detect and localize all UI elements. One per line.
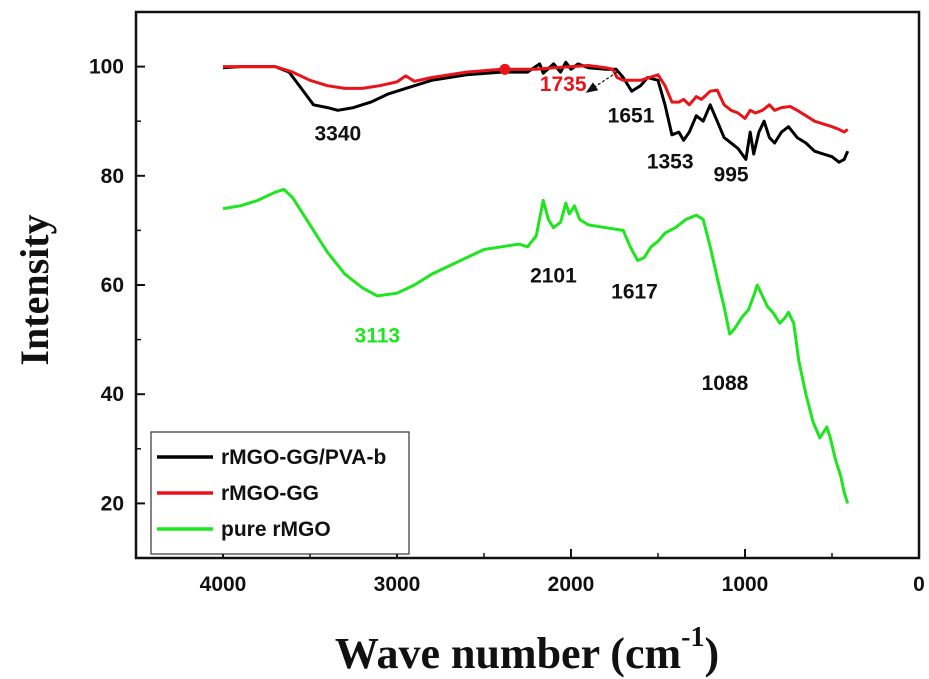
- y-tick-label: 100: [89, 56, 124, 79]
- x-tick-label: 2000: [548, 573, 595, 596]
- peak-label: 1735: [540, 73, 587, 96]
- peak-label: 1617: [611, 281, 658, 304]
- annotation-layer: 3340 1735 1651 1353 995 2101 1617 3113 1088: [314, 63, 749, 395]
- x-axis-title-main: Wave number (cm: [335, 629, 681, 678]
- x-tick-label: 4000: [200, 573, 247, 596]
- peak-label: 3340: [314, 122, 361, 145]
- peak-label: 995: [714, 163, 749, 186]
- legend-label: rMGO-GG: [221, 482, 319, 505]
- x-axis-title-close: ): [704, 629, 719, 678]
- x-tick-label: 1000: [722, 573, 769, 596]
- legend-label: rMGO-GG/PVA-b: [221, 446, 386, 469]
- x-tick-label: 3000: [374, 573, 421, 596]
- y-tick-label: 40: [101, 383, 124, 406]
- peak-label: 3113: [355, 324, 401, 347]
- y-axis-title: Intensity: [12, 214, 57, 365]
- series-layer: [222, 60, 850, 504]
- x-tick-label: 0: [913, 573, 925, 596]
- x-axis-title-sup: -1: [681, 622, 704, 653]
- ticks-layer: 4000 3000 2000 1000 0 20 40 60 80 100: [89, 11, 925, 596]
- peak-label: 1353: [647, 151, 694, 174]
- peak-label: 2101: [530, 264, 577, 287]
- x-axis-title: Wave number (cm-1): [335, 622, 719, 678]
- series-line-pure-rmgo: [222, 187, 850, 504]
- y-tick-label: 20: [101, 492, 124, 515]
- y-tick-label: 60: [101, 274, 124, 297]
- legend-label: pure rMGO: [221, 518, 331, 541]
- peak-label: 1088: [702, 372, 749, 395]
- series-line-rmgo-gg-pva-b: [222, 60, 850, 164]
- peak-label: 1651: [608, 104, 655, 127]
- peak-marker: [499, 63, 511, 75]
- series-line-rmgo-gg: [223, 64, 849, 134]
- legend: rMGO-GG/PVA-b rMGO-GG pure rMGO: [150, 431, 410, 555]
- annotation-arrow: [585, 71, 618, 93]
- y-tick-label: 80: [101, 165, 124, 188]
